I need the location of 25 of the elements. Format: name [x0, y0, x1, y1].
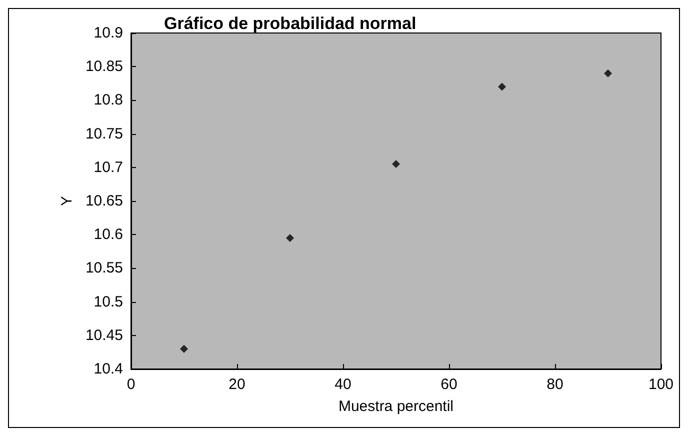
y-tick-label: 10.75: [85, 125, 123, 142]
point: [604, 69, 612, 78]
x-tick-label: 80: [546, 376, 564, 393]
point: [498, 82, 506, 91]
x-tick-label: 60: [440, 376, 458, 393]
point: [286, 234, 294, 242]
chart-title: Gráfico de probabilidad normal: [164, 14, 416, 33]
y-axis-title: Y: [58, 196, 76, 206]
x-tick-label: 20: [228, 376, 246, 393]
point: [392, 160, 400, 168]
y-tick-label: 10.65: [85, 192, 123, 210]
x-tick-label: 0: [126, 376, 136, 393]
x-tick-label: 40: [334, 376, 352, 393]
y-tick-label: 10.6: [94, 226, 123, 244]
y-tick-label: 10.9: [94, 24, 123, 42]
y-tick-label: 10.7: [94, 158, 123, 176]
y-tick-label: 10.45: [85, 326, 123, 344]
y-tick-label: 10.5: [94, 293, 123, 310]
x-axis-title: Muestra percentil: [338, 398, 454, 415]
y-tick-label: 10.8: [94, 92, 123, 109]
point: [180, 344, 188, 353]
y-tick-label: 10.55: [85, 260, 123, 277]
y-tick-label: 10.4: [94, 360, 123, 378]
y-tick-label: 10.85: [85, 58, 123, 76]
x-tick-label: 100: [648, 376, 674, 393]
